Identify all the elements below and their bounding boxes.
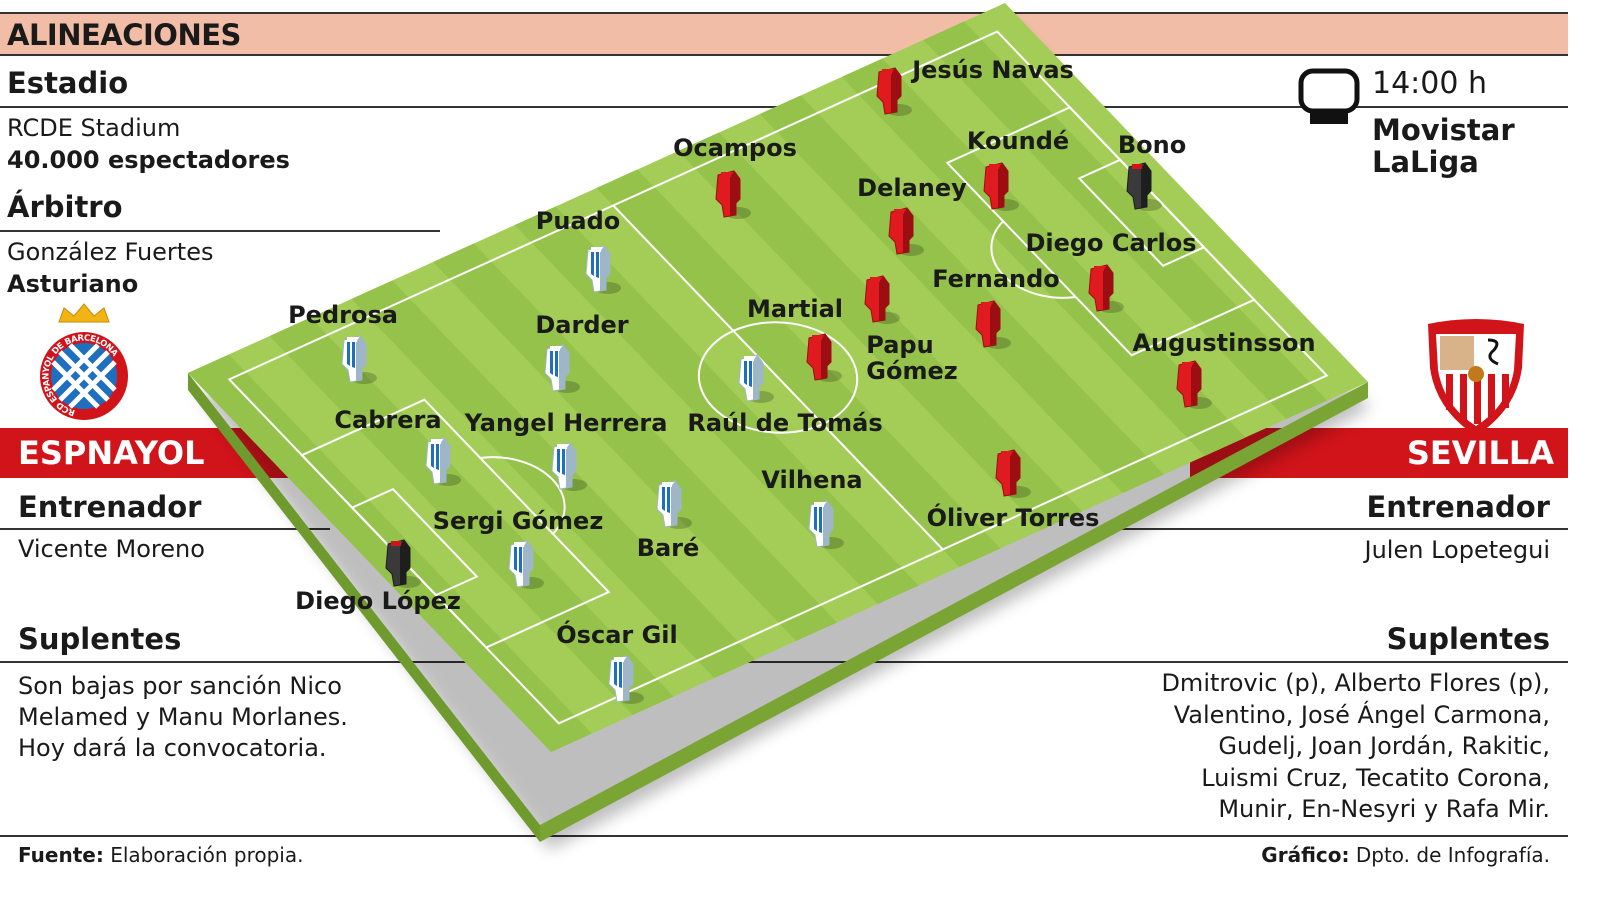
player-name: Darder — [535, 311, 629, 339]
graphic-label: Gráfico: — [1261, 843, 1350, 867]
tv-channel: Movistar LaLiga — [1372, 114, 1515, 178]
subs-line: Gudelj, Joan Jordán, Rakitic, — [1218, 732, 1550, 760]
player-figure — [876, 67, 912, 116]
page-title: ALINEACIONES — [7, 18, 241, 52]
player-name: Cabrera — [334, 406, 442, 434]
home-subs: Son bajas por sanción Nico Melamed y Manu… — [18, 671, 348, 764]
player-name: Diego Carlos — [1025, 229, 1197, 257]
referee-label: Árbitro — [7, 190, 123, 224]
graphic-text: Dpto. de Infografía. — [1355, 843, 1550, 867]
source-note: Fuente: Elaboración propia. — [18, 843, 303, 867]
player-name: Pedrosa — [288, 301, 398, 329]
player-figure — [715, 170, 751, 219]
player-name: Fernando — [932, 265, 1060, 293]
player-figure — [888, 207, 924, 256]
player-figure — [1176, 360, 1212, 409]
pitch-side — [188, 373, 540, 842]
player-name: Yangel Herrera — [464, 409, 668, 437]
player-name: Martial — [746, 295, 844, 323]
player-figure — [738, 354, 774, 403]
kickoff-time: 14:00 h — [1372, 66, 1488, 101]
pitch-side — [540, 382, 1368, 842]
player-name: Óscar Gil — [556, 621, 678, 649]
source-label: Fuente: — [18, 843, 104, 867]
subs-line: Munir, En-Nesyri y Rafa Mir. — [1218, 795, 1550, 823]
goalkeeper-figure — [385, 539, 421, 588]
player-name: Diego López — [295, 587, 461, 615]
player-figure — [864, 275, 900, 324]
player-name: Papu Gómez — [866, 331, 958, 385]
away-subs-label: Suplentes — [1386, 622, 1550, 656]
player-figure — [544, 344, 580, 393]
pitch-stripe — [678, 132, 1083, 530]
home-subs-label: Suplentes — [18, 622, 182, 656]
subs-line: Melamed y Manu Morlanes. — [18, 703, 348, 731]
player-figure — [656, 480, 692, 529]
pitch-stripe — [433, 243, 837, 641]
player-figure — [995, 449, 1031, 498]
referee-name: González Fuertes — [7, 238, 214, 266]
goalkeeper-figure — [1126, 162, 1162, 211]
subs-line: Hoy dará la convocatoria. — [18, 734, 327, 762]
subs-line: Valentino, José Ángel Carmona, — [1173, 700, 1550, 729]
player-figure — [1088, 264, 1124, 313]
pitch-stripe — [759, 95, 1164, 493]
tv-line: LaLiga — [1372, 145, 1479, 179]
away-coach: Julen Lopetegui — [1364, 536, 1550, 564]
away-coach-label: Entrenador — [1366, 490, 1551, 524]
player-name: Puado — [535, 207, 621, 235]
player-figure — [808, 500, 844, 549]
attendance: 40.000 espectadores — [7, 146, 290, 174]
player-figure — [341, 335, 377, 384]
player-name: Sergi Gómez — [432, 507, 604, 535]
subs-line: Son bajas por sanción Nico — [18, 672, 342, 700]
player-figure — [508, 540, 544, 589]
divider — [0, 528, 330, 530]
player-figure — [425, 437, 461, 486]
pitch-stripe — [269, 317, 674, 715]
stadium-name: RCDE Stadium — [7, 114, 181, 142]
player-name: Delaney — [857, 174, 967, 202]
player-figure — [983, 162, 1019, 211]
divider — [1100, 528, 1568, 530]
away-team-name: SEVILLA — [1406, 434, 1554, 472]
sevilla-crest — [1428, 319, 1524, 436]
tv-line: Movistar — [1372, 113, 1515, 147]
header-band: ALINEACIONES — [0, 12, 1568, 56]
player-name: Augustinsson — [1132, 329, 1316, 357]
player-figure — [551, 442, 587, 491]
player-name: Ocampos — [673, 134, 797, 162]
subs-line: Dmitrovic (p), Alberto Flores (p), — [1161, 669, 1550, 697]
graphic-credit: Gráfico: Dpto. de Infografía. — [1261, 843, 1550, 867]
player-name: Jesús Navas — [912, 56, 1074, 84]
player-name: Bono — [1117, 131, 1187, 159]
pitch-stripe — [841, 58, 1246, 456]
player-figure — [585, 245, 621, 294]
divider — [0, 835, 1568, 837]
home-coach: Vicente Moreno — [18, 535, 205, 563]
home-team-name: ESPNAYOL — [18, 434, 205, 472]
pitch-lines — [229, 32, 1326, 724]
player-figure — [608, 655, 644, 704]
pitch-stripe — [923, 21, 1328, 419]
away-subs: Dmitrovic (p), Alberto Flores (p), Valent… — [1161, 668, 1550, 826]
player-name: Koundé — [966, 127, 1070, 155]
tv-icon — [1298, 68, 1360, 124]
player-name: Baré — [636, 534, 700, 562]
player-figure — [806, 333, 842, 382]
home-coach-label: Entrenador — [18, 490, 202, 524]
subs-line: Luismi Cruz, Tecatito Corona, — [1201, 763, 1550, 792]
espanyol-crest: RCD ESPANYOL DE BARCELONA — [40, 303, 128, 420]
pitch-stripe — [596, 169, 1001, 567]
referee-region: Asturiano — [7, 270, 139, 298]
source-text: Elaboración propia. — [110, 843, 304, 867]
player-figure — [975, 300, 1011, 349]
player-name: Raúl de Tomás — [687, 409, 883, 437]
stadium-label: Estadio — [7, 66, 129, 100]
player-name: Óliver Torres — [926, 504, 1100, 532]
divider — [0, 230, 440, 232]
player-name: Vilhena — [761, 466, 863, 494]
